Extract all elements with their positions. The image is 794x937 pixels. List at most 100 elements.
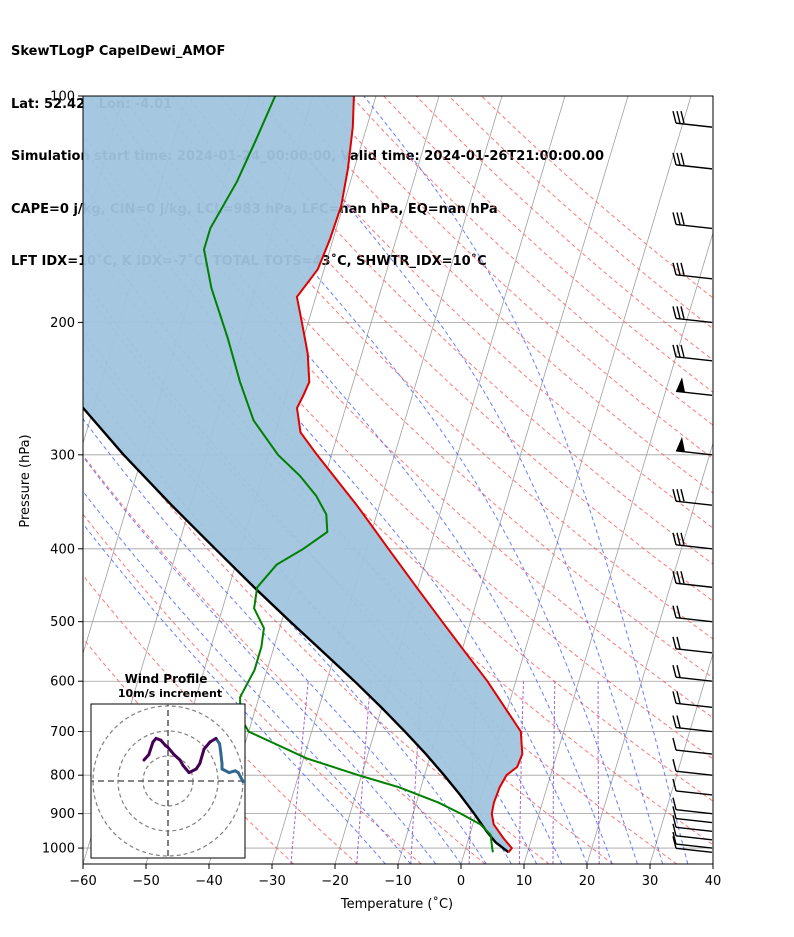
hodograph-segment	[166, 745, 176, 757]
wind-barb	[672, 532, 713, 550]
barb-flag	[676, 436, 685, 452]
dry-adiabat-line	[285, 96, 713, 494]
barb-feather	[672, 759, 677, 772]
parcel-profile-line	[83, 405, 510, 854]
dry-adiabat-line	[317, 96, 713, 460]
y-tick-label: 300	[50, 448, 75, 463]
isotherm-line	[334, 96, 566, 864]
barb-feather	[672, 571, 677, 584]
dry-adiabat-line	[83, 234, 713, 846]
barb-feather	[676, 110, 681, 124]
wind-barb	[672, 778, 713, 796]
barb-staff	[675, 835, 713, 841]
wind-barb	[672, 823, 713, 841]
barb-staff	[675, 790, 713, 796]
moist-adiabat-line	[257, 96, 664, 864]
profile-lines	[83, 96, 524, 854]
barb-feather	[672, 605, 677, 618]
barb-feather	[672, 262, 677, 275]
barb-feather	[676, 605, 681, 618]
wind-barb	[672, 737, 713, 755]
dry-adiabat-line	[83, 574, 358, 864]
wind-barbs	[672, 110, 713, 853]
x-tick-label: 0	[457, 874, 465, 889]
dry-adiabat-line	[350, 96, 713, 426]
barb-staff	[675, 450, 713, 456]
chart-title: SkewTLogP CapelDewi_AMOF	[11, 44, 226, 59]
barb-staff	[675, 847, 713, 853]
barb-feather	[680, 532, 685, 545]
barb-feather	[676, 344, 681, 358]
barb-staff	[675, 808, 713, 815]
barb-feather	[676, 152, 681, 166]
barb-feather	[680, 110, 685, 124]
barb-staff	[675, 616, 713, 623]
wind-barb	[672, 489, 713, 506]
barb-staff	[675, 544, 713, 550]
barb-feather	[676, 571, 681, 584]
barb-feather	[672, 778, 677, 792]
x-tick-label: 40	[705, 874, 722, 889]
isotherm-line	[586, 441, 713, 864]
barb-feather	[680, 306, 685, 319]
hodograph-segment	[147, 740, 155, 757]
barb-staff	[675, 648, 713, 654]
y-tick-label: 100	[50, 90, 75, 105]
wind-barb	[672, 836, 713, 853]
wind-barb	[672, 815, 713, 833]
barb-feather	[676, 665, 681, 678]
barb-staff	[675, 317, 713, 324]
wind-barb	[672, 212, 713, 230]
barb-staff	[675, 390, 713, 396]
barb-staff	[675, 164, 713, 170]
dry-adiabat-line	[220, 96, 713, 565]
dry-adiabat-line	[154, 96, 713, 640]
barb-feather	[672, 212, 677, 225]
wind-barb	[672, 831, 713, 849]
temperature-line	[295, 96, 524, 853]
barb-staff	[675, 702, 713, 709]
barb-staff	[675, 676, 713, 682]
isotherm-line	[523, 231, 713, 864]
moist-adiabat-line	[83, 376, 487, 864]
barb-staff	[675, 726, 713, 733]
moist-adiabat-line	[171, 96, 638, 864]
wind-barb	[672, 665, 713, 682]
barb-feather	[672, 823, 677, 836]
x-tick-label: −10	[384, 874, 411, 889]
barb-feather	[680, 262, 685, 275]
barb-feather	[676, 691, 681, 704]
wind-barb	[672, 797, 713, 815]
y-tick-label: 500	[50, 615, 75, 630]
barb-feather	[676, 262, 681, 275]
x-tick-label: 20	[579, 874, 596, 889]
barb-staff	[675, 223, 713, 230]
x-tick-label: −50	[132, 874, 159, 889]
barb-feather	[672, 691, 677, 704]
isotherm-line	[271, 96, 503, 864]
inset-subtitle: 10m/s increment	[118, 687, 222, 700]
wind-barb	[672, 152, 713, 170]
wind-barb	[672, 262, 713, 280]
barb-feather	[672, 532, 677, 545]
barb-staff	[675, 274, 713, 280]
wind-barb	[675, 436, 713, 456]
dry-adiabat-line	[83, 133, 713, 760]
wind-barb	[672, 806, 713, 824]
moist-adiabat-line	[83, 418, 462, 864]
barb-flag	[676, 377, 685, 393]
moist-adiabat-line	[363, 96, 689, 864]
y-tick-label: 400	[50, 542, 75, 557]
wind-barb	[672, 306, 713, 324]
wind-barb	[672, 571, 713, 588]
barb-feather	[680, 571, 685, 584]
moist-adiabat-line	[83, 490, 411, 864]
barb-staff	[675, 817, 713, 824]
barb-staff	[675, 500, 713, 506]
inset-title: Wind Profile	[125, 672, 208, 686]
barb-feather	[672, 737, 677, 751]
hodograph-segment	[181, 763, 191, 775]
axis-ticks: −60 −50 −40 −30 −20 −10 0 10 20 30 40 100 200 300 400 5…	[42, 90, 721, 890]
wind-barb	[672, 759, 713, 776]
barb-feather	[672, 636, 677, 649]
